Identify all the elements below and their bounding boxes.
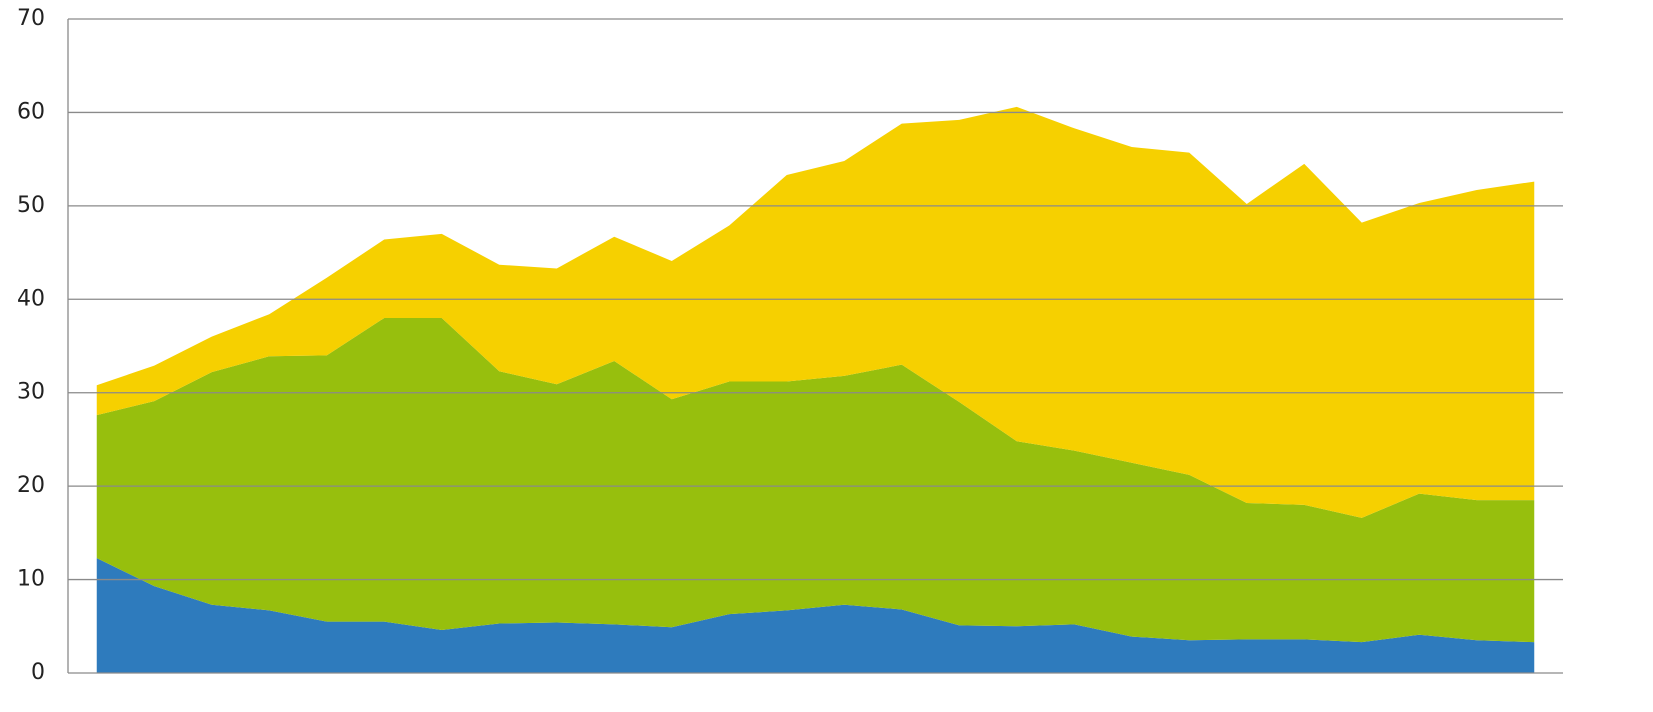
area [96,106,1535,518]
y-tick-label: 0 [31,660,45,685]
area [96,558,1535,673]
y-tick-label: 60 [17,99,45,124]
y-tick-label: 40 [17,286,45,311]
y-tick-label: 20 [17,473,45,498]
y-tick-label: 10 [17,567,45,592]
y-tick-label: 30 [17,380,45,405]
area [96,317,1535,643]
y-tick-label: 70 [17,6,45,31]
y-tick-label: 50 [17,193,45,218]
